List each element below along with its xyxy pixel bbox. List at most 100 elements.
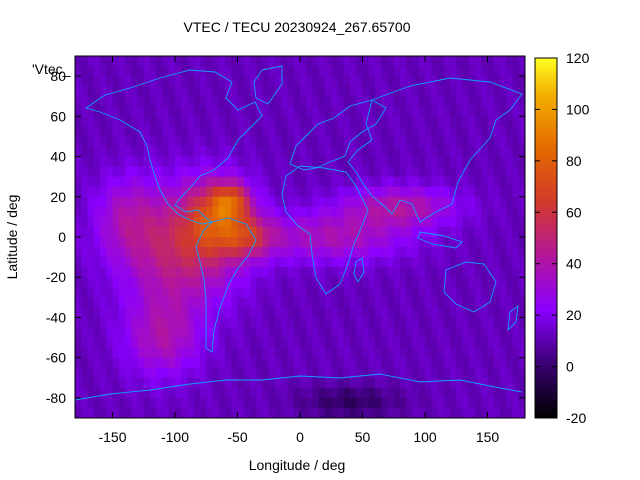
heatmap-cell (331, 247, 338, 258)
heatmap-cell (137, 307, 145, 318)
heatmap-cell (156, 397, 163, 409)
heatmap-cell (512, 106, 520, 117)
heatmap-cell (256, 186, 263, 198)
heatmap-cell (356, 407, 363, 419)
heatmap-cell (343, 337, 351, 349)
heatmap-cell (487, 387, 495, 399)
heatmap-cell (112, 66, 120, 77)
heatmap-cell (156, 66, 163, 77)
heatmap-cell (300, 66, 307, 77)
heatmap-cell (487, 277, 495, 288)
heatmap-cell (75, 96, 82, 107)
heatmap-cell (518, 247, 526, 258)
heatmap-cell (500, 216, 507, 228)
heatmap-cell (425, 327, 432, 338)
heatmap-cell (518, 146, 526, 157)
heatmap-cell (500, 86, 507, 97)
heatmap-cell (462, 277, 470, 288)
heatmap-cell (468, 186, 476, 198)
heatmap-cell (181, 176, 188, 188)
heatmap-cell (287, 76, 295, 87)
heatmap-cell (143, 407, 151, 419)
heatmap-cell (75, 407, 82, 419)
heatmap-cell (493, 226, 501, 238)
heatmap-cell (256, 96, 263, 107)
heatmap-cell (506, 156, 513, 168)
heatmap-cell (343, 196, 351, 208)
heatmap-cell (112, 76, 120, 87)
heatmap-cell (306, 176, 313, 188)
heatmap-cell (500, 257, 507, 268)
heatmap-cell (312, 56, 320, 67)
heatmap-cell (150, 186, 157, 198)
heatmap-cell (493, 257, 501, 268)
heatmap-cell (268, 317, 276, 328)
chart-title: VTEC / TECU 20230924_267.65700 (183, 19, 410, 35)
heatmap-cell (250, 86, 257, 97)
heatmap-cell (225, 56, 232, 67)
heatmap-cell (256, 206, 263, 218)
y-tick-label: -40 (46, 309, 66, 325)
heatmap-cell (100, 146, 107, 157)
heatmap-cell (512, 186, 520, 198)
heatmap-cell (356, 176, 363, 188)
heatmap-cell (312, 297, 320, 308)
heatmap-cell (131, 267, 138, 278)
heatmap-cell (481, 216, 488, 228)
heatmap-cell (412, 317, 420, 328)
heatmap-cell (362, 277, 370, 288)
heatmap-cell (112, 247, 120, 258)
heatmap-cell (81, 86, 88, 97)
heatmap-cell (481, 136, 488, 147)
heatmap-cell (368, 387, 376, 399)
heatmap-cell (187, 56, 195, 67)
heatmap-cell (93, 407, 101, 419)
heatmap-cell (312, 146, 320, 157)
heatmap-cell (312, 106, 320, 117)
heatmap-cell (275, 226, 282, 238)
heatmap-cell (387, 407, 395, 419)
heatmap-cell (412, 397, 420, 409)
heatmap-cell (156, 186, 163, 198)
heatmap-cell (456, 317, 463, 328)
heatmap-cell (387, 287, 395, 298)
heatmap-cell (175, 317, 182, 328)
heatmap-cell (293, 216, 301, 228)
heatmap-cell (187, 277, 195, 288)
heatmap-cell (368, 66, 376, 77)
heatmap-cell (118, 247, 126, 258)
heatmap-cell (412, 307, 420, 318)
heatmap-cell (331, 156, 338, 168)
heatmap-cell (112, 86, 120, 97)
heatmap-cell (481, 146, 488, 157)
heatmap-cell (468, 267, 476, 278)
heatmap-cell (193, 307, 201, 318)
heatmap-cell (275, 106, 282, 117)
heatmap-cell (481, 337, 488, 349)
heatmap-cell (281, 247, 288, 258)
heatmap-cell (243, 317, 251, 328)
heatmap-cell (312, 257, 320, 268)
heatmap-cell (243, 257, 251, 268)
heatmap-cell (112, 257, 120, 268)
heatmap-cell (206, 337, 213, 349)
heatmap-cell (243, 397, 251, 409)
heatmap-cell (356, 387, 363, 399)
x-tick-label: 50 (355, 429, 371, 445)
heatmap-cell (356, 86, 363, 97)
heatmap-cell (493, 126, 501, 137)
heatmap-cell (250, 287, 257, 298)
heatmap-cell (343, 136, 351, 147)
heatmap-cell (100, 56, 107, 67)
heatmap-cell (368, 186, 376, 198)
heatmap-cell (131, 287, 138, 298)
heatmap-cell (187, 76, 195, 87)
heatmap-cell (256, 277, 263, 288)
heatmap-cell (437, 367, 445, 379)
heatmap-cell (318, 76, 326, 87)
heatmap-cell (456, 186, 463, 198)
heatmap-cell (368, 106, 376, 117)
heatmap-cell (412, 216, 420, 228)
heatmap-cell (150, 407, 157, 419)
heatmap-cell (456, 247, 463, 258)
